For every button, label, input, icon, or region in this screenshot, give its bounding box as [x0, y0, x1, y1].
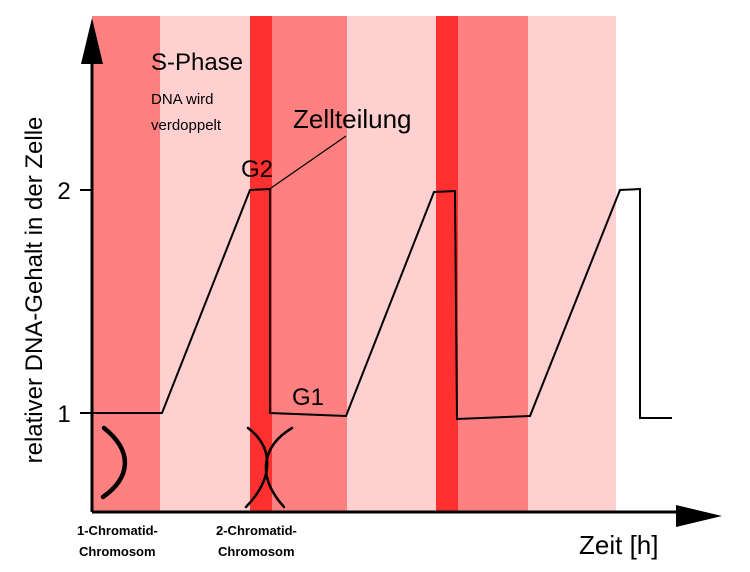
two-chromatid-chromosome-icon: [244, 426, 294, 509]
s-phase-band-2: [347, 16, 436, 512]
cell-division-pointer: [270, 135, 347, 189]
two-chromatid-label-line1: 2-Chromatid-: [216, 523, 297, 538]
y-axis-arrow: [81, 18, 103, 64]
g1-label: G1: [292, 384, 324, 411]
one-chromatid-label-line1: 1-Chromatid-: [77, 523, 158, 538]
s-phase-title: S-Phase: [151, 49, 243, 76]
mitosis-band-1: [250, 16, 272, 512]
one-chromatid-label-line2: Chromosom: [79, 544, 156, 559]
dna-content-curve: [92, 187, 672, 421]
two-chromatid-label-line2: Chromosom: [218, 544, 295, 559]
g1-band-3: [458, 16, 528, 512]
x-axis-label: Zeit [h]: [579, 530, 658, 560]
phase-bands: [92, 16, 616, 512]
axes: [80, 18, 722, 527]
one-chromatid-chromosome-icon: [100, 425, 128, 500]
g1-band-2: [272, 16, 347, 512]
mitosis-band-2: [436, 16, 458, 512]
cell-division-label: Zellteilung: [293, 104, 412, 134]
g1-band-1: [92, 16, 160, 512]
g2-label: G2: [241, 156, 273, 183]
s-phase-band-1: [160, 16, 250, 512]
y-tick-label-1: 1: [57, 401, 70, 428]
s-phase-band-3: [528, 16, 616, 512]
y-axis-label: relativer DNA-Gehalt in der Zelle: [21, 117, 48, 464]
x-axis-arrow: [676, 505, 722, 527]
y-tick-label-2: 2: [57, 178, 70, 205]
s-phase-desc-line2: verdoppelt: [151, 117, 222, 134]
s-phase-desc-line1: DNA wird: [151, 91, 214, 108]
